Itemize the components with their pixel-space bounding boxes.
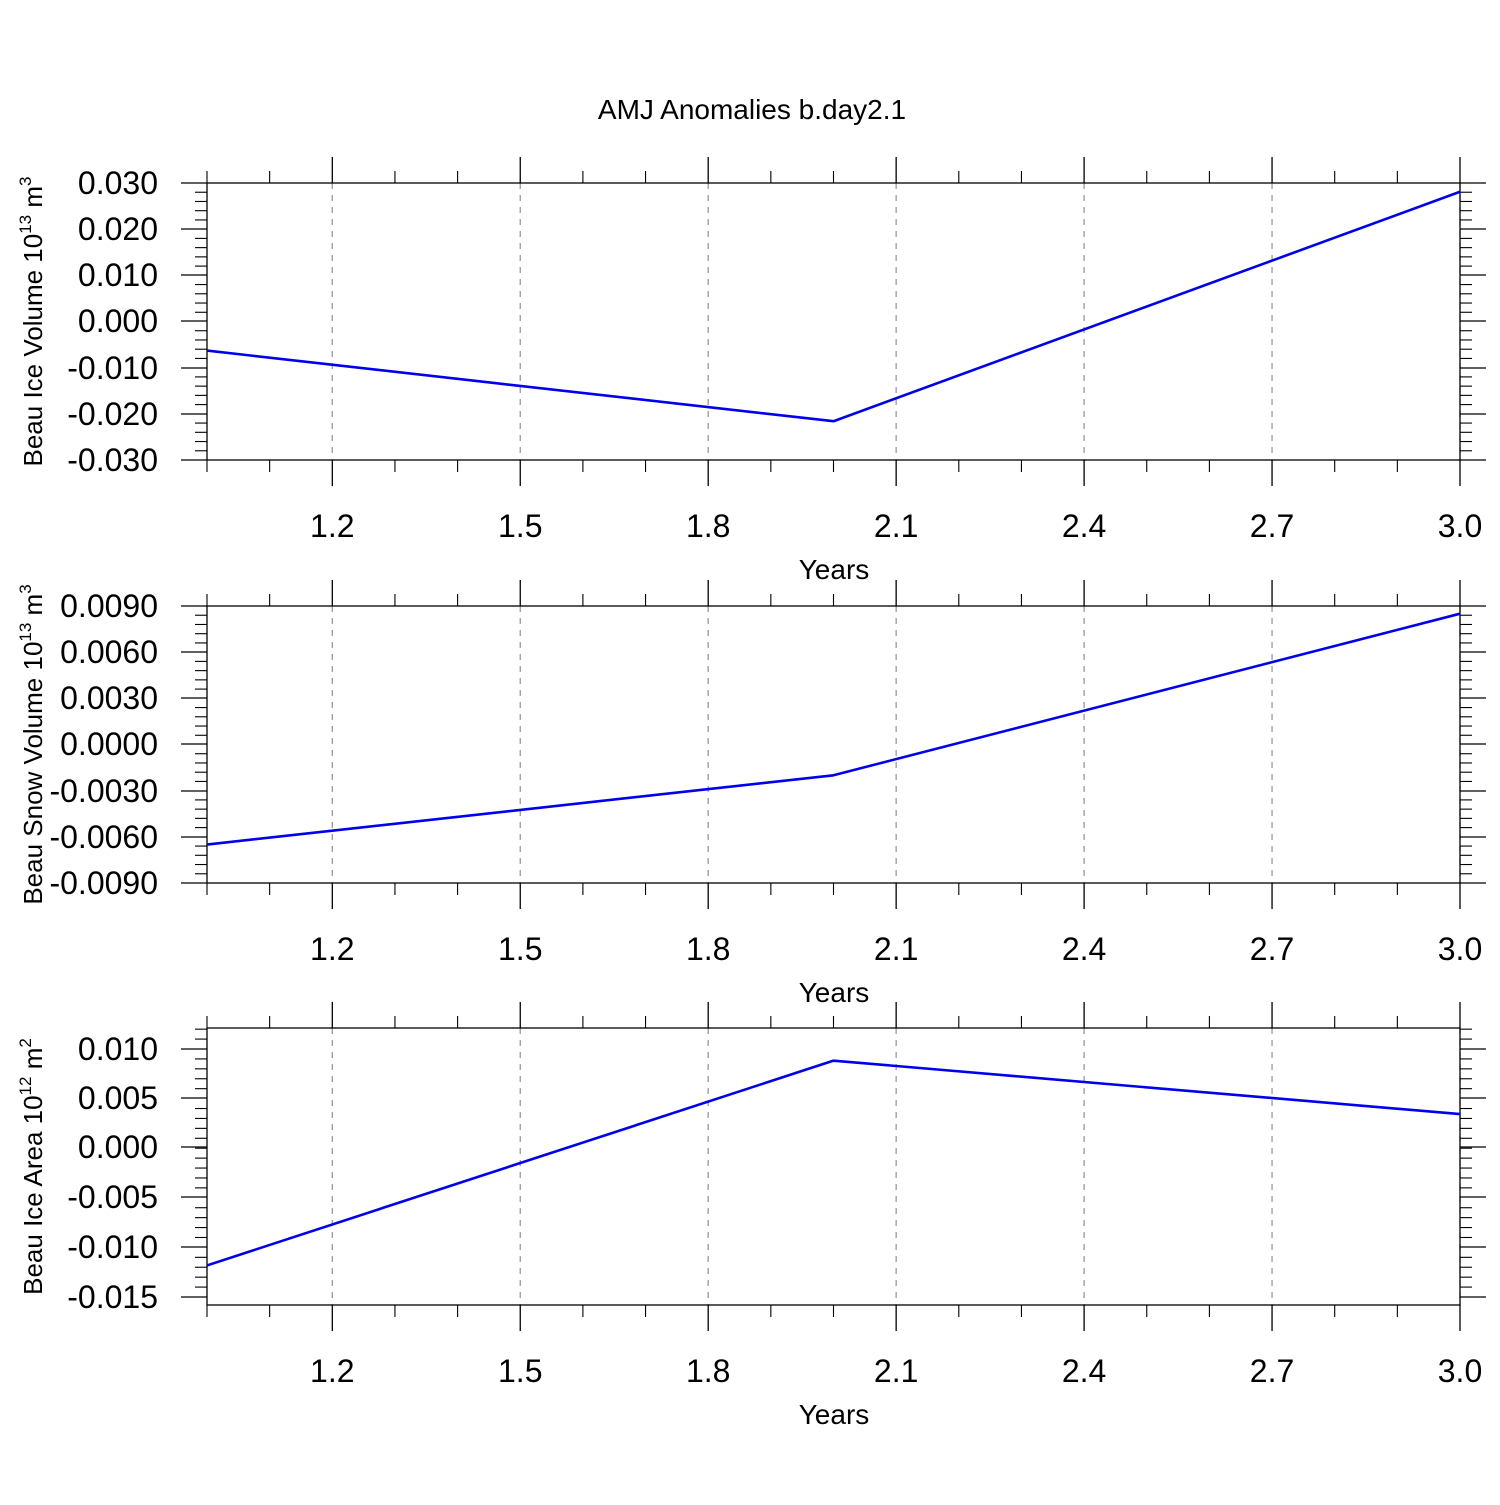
y-tick-label: -0.010 — [67, 1229, 158, 1265]
x-tick-label: 1.5 — [498, 1353, 542, 1389]
y-tick-label: 0.010 — [78, 1031, 158, 1067]
x-tick-label: 2.1 — [874, 931, 918, 967]
x-tick-label: 3.0 — [1438, 1353, 1482, 1389]
panel-2: 1.2 1.5 1.8 2.1 2.4 2.7 3.0 Years 0.0090 0.0060 0.… — [16, 580, 1486, 1008]
y-tick-label: -0.0030 — [49, 773, 158, 809]
x-axis-label: Years — [799, 977, 870, 1008]
y-tick-label: -0.030 — [67, 442, 158, 478]
y-tick-label: 0.0030 — [60, 680, 158, 716]
x-tick-label: 1.2 — [310, 1353, 354, 1389]
x-tick-label: 1.2 — [310, 931, 354, 967]
panel-3: 1.2 1.5 1.8 2.1 2.4 2.7 3.0 Years 0.010 0.005 0.00… — [16, 1002, 1486, 1430]
x-tick-label: 1.2 — [310, 508, 354, 544]
x-tick-label: 1.5 — [498, 508, 542, 544]
x-tick-label: 1.8 — [686, 508, 730, 544]
y-tick-label: 0.010 — [78, 257, 158, 293]
y-tick-label: 0.030 — [78, 165, 158, 201]
x-tick-label: 3.0 — [1438, 931, 1482, 967]
x-tick-label: 2.7 — [1250, 1353, 1294, 1389]
y-tick-label: -0.020 — [67, 396, 158, 432]
x-tick-label: 1.8 — [686, 1353, 730, 1389]
x-tick-label: 3.0 — [1438, 508, 1482, 544]
x-tick-label: 2.1 — [874, 508, 918, 544]
x-tick-label: 1.5 — [498, 931, 542, 967]
y-axis-label: Beau Snow Volume 1013 m3 — [16, 584, 48, 904]
y-tick-label: 0.0000 — [60, 726, 158, 762]
y-tick-label: 0.0060 — [60, 634, 158, 670]
series-line — [206, 190, 1461, 423]
y-tick-label: -0.0060 — [49, 819, 158, 855]
y-tick-label: -0.005 — [67, 1179, 158, 1215]
y-tick-label: -0.0090 — [49, 865, 158, 901]
x-axis-label: Years — [799, 1399, 870, 1430]
chart-title: AMJ Anomalies b.day2.1 — [598, 94, 906, 125]
x-tick-label: 2.4 — [1062, 1353, 1106, 1389]
y-axis-label: Beau Ice Area 1012 m2 — [16, 1038, 48, 1295]
x-tick-label: 2.7 — [1250, 508, 1294, 544]
series-line — [206, 1059, 1461, 1267]
y-tick-label: 0.000 — [78, 1129, 158, 1165]
x-axis-label: Years — [799, 554, 870, 585]
y-tick-label: 0.000 — [78, 303, 158, 339]
series-line — [206, 612, 1461, 846]
y-tick-label: 0.005 — [78, 1080, 158, 1116]
y-tick-label: -0.015 — [67, 1279, 158, 1315]
y-axis-label: Beau Ice Volume 1013 m3 — [16, 177, 48, 467]
x-tick-label: 2.1 — [874, 1353, 918, 1389]
y-tick-label: 0.0090 — [60, 588, 158, 624]
panel-1: 1.2 1.5 1.8 2.1 2.4 2.7 3.0 Years 0.030 0.020 0.01… — [16, 157, 1486, 585]
x-tick-label: 2.4 — [1062, 508, 1106, 544]
x-tick-label: 1.8 — [686, 931, 730, 967]
x-tick-label: 2.7 — [1250, 931, 1294, 967]
x-tick-label: 2.4 — [1062, 931, 1106, 967]
y-tick-label: 0.020 — [78, 211, 158, 247]
y-tick-label: -0.010 — [67, 350, 158, 386]
